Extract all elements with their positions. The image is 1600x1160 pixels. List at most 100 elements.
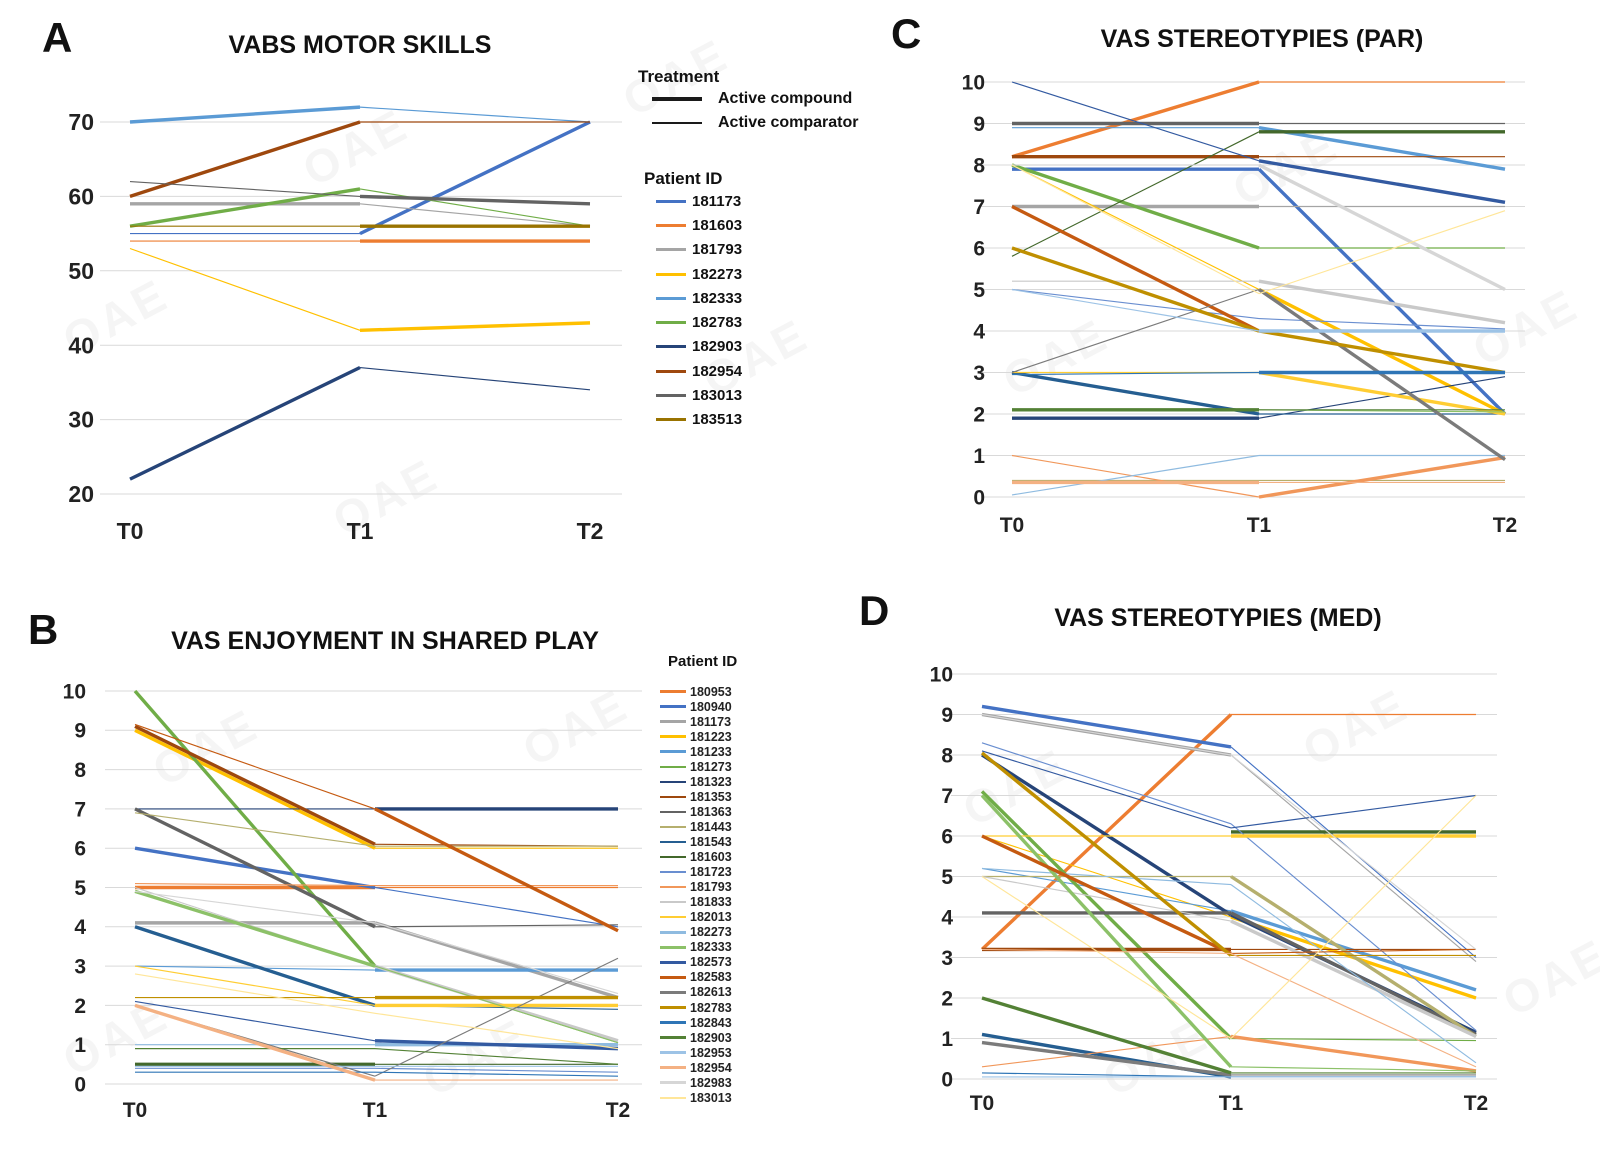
y-tick-label: 2 <box>941 987 953 1010</box>
color-swatch <box>660 825 686 829</box>
y-tick-label: 7 <box>74 798 86 821</box>
legend-item-label: 182953 <box>690 1045 732 1060</box>
series-segment-182273 <box>981 867 1232 886</box>
legend-item: 181833 <box>660 895 788 910</box>
color-swatch <box>656 223 686 227</box>
legend-item: 183513 <box>630 408 875 432</box>
series-segment-182583 <box>134 723 376 810</box>
series-segment-181273 <box>1011 163 1260 250</box>
series-segment-182583 <box>981 834 1232 955</box>
series-segment-182983 <box>1230 754 1477 950</box>
series-segment-182013 <box>134 965 376 1006</box>
legend-item-label: 181173 <box>692 192 742 210</box>
legend-item: 181323 <box>660 774 788 789</box>
series-segment-182273 <box>129 247 361 331</box>
color-swatch <box>660 735 686 738</box>
legend-item-label: 182954 <box>690 1060 732 1075</box>
y-tick-label: 6 <box>941 825 953 848</box>
x-tick-label: T2 <box>1464 1092 1489 1115</box>
x-tick-label: T0 <box>123 1099 148 1122</box>
series-segment-183013 <box>359 194 591 206</box>
legend-item: 182583 <box>660 970 788 985</box>
color-swatch <box>656 394 686 398</box>
legend-item-label: 181833 <box>690 895 732 910</box>
series-segment-181793 <box>1011 454 1260 498</box>
series-segment-180953 <box>980 713 1233 951</box>
y-tick-label: 7 <box>973 196 985 219</box>
y-tick-label: 60 <box>68 183 94 209</box>
series-segment-183013 <box>1011 164 1260 295</box>
color-swatch <box>660 870 686 874</box>
series-segment-181723 <box>1230 823 1477 1031</box>
color-swatch <box>660 765 686 768</box>
color-swatch <box>660 720 686 723</box>
legend-item-label: 183013 <box>690 1090 732 1105</box>
series-segment-181363 <box>134 807 376 929</box>
color-swatch <box>660 780 686 784</box>
legend-item-label: 182333 <box>692 289 743 307</box>
legend-item-label: 181443 <box>690 819 732 834</box>
series-segment-182613 <box>981 1040 1232 1077</box>
color-swatch <box>656 345 686 349</box>
panel-c: C VAS STEREOTYPIES (PAR) 0 1 2 3 4 5 6 7 8 9 10 T0 T… <box>875 5 1585 565</box>
legend-item: 181363 <box>660 804 788 819</box>
x-tick-label: T0 <box>117 518 144 544</box>
legend-item-label: 182333 <box>690 940 732 955</box>
series-segment-181723 <box>374 1067 619 1073</box>
panel-a-patient-legend-items: 181173 181603 181793 182273 182333 182783 1829… <box>630 189 875 432</box>
color-swatch <box>660 931 686 934</box>
legend-item: 181793 <box>630 238 875 262</box>
legend-item: 182573 <box>660 955 788 970</box>
legend-item: 181793 <box>660 880 788 895</box>
x-tick-label: T1 <box>1247 514 1272 537</box>
legend-item: 181353 <box>660 789 788 804</box>
legend-item: 180953 <box>660 684 788 699</box>
series-segment-181233 <box>134 965 376 971</box>
panel-b-label: B <box>28 606 59 653</box>
legend-item-label: 182954 <box>692 362 743 380</box>
series-segment-182333 <box>134 889 376 968</box>
color-swatch <box>660 961 686 964</box>
legend-item-label: 181173 <box>690 714 732 729</box>
series-segment-181273 <box>980 790 1233 1040</box>
legend-item-label: 181603 <box>690 850 732 865</box>
y-tick-label: 7 <box>941 785 953 808</box>
series-segment-181543 <box>134 925 376 1008</box>
series-segment-181793 <box>981 1035 1232 1068</box>
series-segment-182903 <box>129 365 361 481</box>
series-segment-181723 <box>1011 288 1260 320</box>
series-segment-182983 <box>1258 163 1506 292</box>
series-segment-182273 <box>1230 884 1477 1064</box>
y-tick-label: 1 <box>941 1028 953 1051</box>
legend-item: 182903 <box>660 1030 788 1045</box>
y-tick-label: 9 <box>941 704 953 727</box>
series-segment-182013 <box>1258 370 1506 416</box>
series-segment-181833 <box>981 875 1232 922</box>
legend-item-label: 182903 <box>692 338 743 356</box>
y-tick-label: 2 <box>973 403 985 426</box>
color-swatch <box>656 199 686 203</box>
series-segment-182573 <box>1011 81 1260 162</box>
series-segment-182273 <box>1011 454 1260 496</box>
color-swatch <box>660 1096 686 1100</box>
color-swatch <box>660 976 686 979</box>
series-segment-180940 <box>374 886 619 928</box>
legend-item: 183013 <box>660 1090 788 1105</box>
treatment-line-sample <box>652 97 702 101</box>
series-segment-181223 <box>134 728 376 850</box>
legend-item-label: 182783 <box>690 1000 732 1015</box>
color-swatch <box>660 810 686 814</box>
series-segment-182954 <box>981 948 1232 955</box>
series-segment-181443 <box>1230 875 1477 1038</box>
series-segment-182903 <box>359 366 591 391</box>
series-segment-181793 <box>1258 455 1506 499</box>
panel-a-label: A <box>42 14 73 61</box>
color-swatch <box>660 1066 686 1069</box>
y-tick-label: 8 <box>973 154 985 177</box>
color-swatch <box>660 1036 686 1039</box>
legend-item-label: 181223 <box>690 729 732 744</box>
series-segment-181323 <box>1258 376 1506 419</box>
color-swatch <box>660 1081 686 1084</box>
legend-item-label: 182573 <box>690 955 732 970</box>
panel-d: D VAS STEREOTYPIES (MED) 0 1 2 3 4 5 6 7 8 9 10 T0 T… <box>845 590 1590 1155</box>
